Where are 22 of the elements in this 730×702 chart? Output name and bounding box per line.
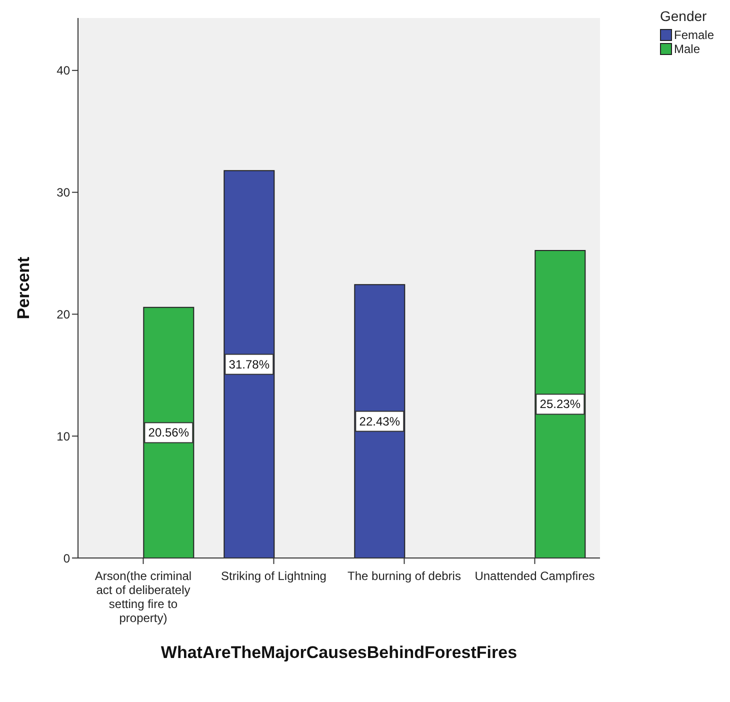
y-tick-label: 0 [63,551,70,566]
legend-label: Female [674,28,714,42]
bar [354,284,406,558]
data-label: 20.56% [148,426,190,440]
x-axis-title: WhatAreTheMajorCausesBehindForestFires [160,643,518,662]
y-tick-label: 30 [56,186,70,200]
y-tick-label: 10 [56,429,70,444]
x-tick-label: Striking of Lightning [221,569,326,583]
legend-title: Gender [660,8,708,24]
y-axis-title: Percent [14,256,34,320]
y-tick-label: 20 [56,307,70,322]
x-tick-label: Arson(the criminal act of deliberately setting fire to property) [94,569,192,625]
x-tick-label: Unattended Campfires [474,569,595,583]
legend-label: Male [674,42,700,56]
x-tick-label: The burning of debris [348,569,461,583]
data-label: 31.78% [228,357,270,372]
bar [534,250,586,558]
y-tick-label: 40 [56,64,70,78]
bar [224,170,275,558]
data-label: 25.23% [540,397,581,412]
bar [143,306,194,558]
data-label: 22.43% [359,414,400,428]
